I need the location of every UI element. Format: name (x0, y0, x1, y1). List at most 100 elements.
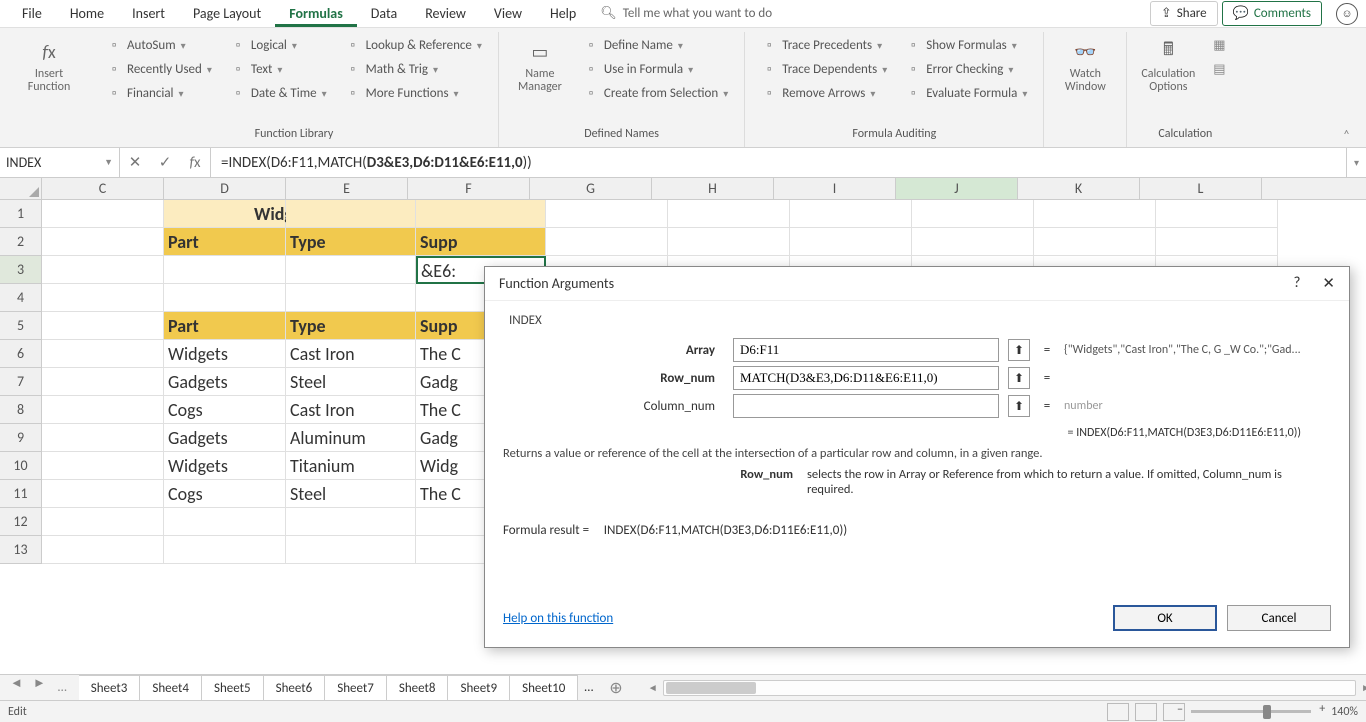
col-header-D[interactable]: D (164, 178, 286, 199)
menu-tab-data[interactable]: Data (357, 1, 411, 27)
cell-I1[interactable] (790, 200, 912, 228)
cell-E6[interactable]: Cast Iron (286, 340, 416, 368)
calc-sheet-button[interactable]: ▤ (1205, 58, 1233, 80)
col-header-C[interactable]: C (42, 178, 164, 199)
sheet-tab-sheet9[interactable]: Sheet9 (448, 675, 510, 700)
cell-E4[interactable] (286, 284, 416, 312)
range-select-icon[interactable]: ⬆ (1008, 395, 1030, 417)
sheet-tab-sheet8[interactable]: Sheet8 (387, 675, 449, 700)
insert-function-button[interactable]: fx Insert Function (18, 34, 80, 127)
page-layout-view-icon[interactable] (1135, 703, 1157, 721)
row-header-10[interactable]: 10 (0, 452, 42, 480)
row-header-4[interactable]: 4 (0, 284, 42, 312)
cell-E5[interactable]: Type (286, 312, 416, 340)
row-header-9[interactable]: 9 (0, 424, 42, 452)
name-box-dropdown-icon[interactable]: ▼ (104, 157, 113, 168)
cell-C4[interactable] (42, 284, 164, 312)
row-header-12[interactable]: 12 (0, 508, 42, 536)
scrollbar-thumb[interactable] (666, 682, 756, 694)
cell-K1[interactable] (1034, 200, 1156, 228)
ribbon-evaluate-formula-button[interactable]: ▫Evaluate Formula (899, 82, 1033, 104)
cell-H2[interactable] (668, 228, 790, 256)
cell-D7[interactable]: Gadgets (164, 368, 286, 396)
cell-E7[interactable]: Steel (286, 368, 416, 396)
row-header-5[interactable]: 5 (0, 312, 42, 340)
ribbon-financial-button[interactable]: ▫Financial (100, 82, 218, 104)
ribbon-logical-button[interactable]: ▫Logical (224, 34, 333, 56)
share-button[interactable]: ⇪ Share (1150, 1, 1218, 26)
menu-tab-help[interactable]: Help (536, 1, 590, 27)
sheet-tab-sheet5[interactable]: Sheet5 (202, 675, 264, 700)
ribbon-remove-arrows-button[interactable]: ▫Remove Arrows (755, 82, 893, 104)
cell-C9[interactable] (42, 424, 164, 452)
cell-C12[interactable] (42, 508, 164, 536)
cell-C7[interactable] (42, 368, 164, 396)
col-header-G[interactable]: G (530, 178, 652, 199)
cell-D8[interactable]: Cogs (164, 396, 286, 424)
cell-E1[interactable] (286, 200, 416, 228)
horizontal-scrollbar[interactable] (663, 680, 1356, 696)
cell-C3[interactable] (42, 256, 164, 284)
row-header-13[interactable]: 13 (0, 536, 42, 564)
cell-D11[interactable]: Cogs (164, 480, 286, 508)
help-link[interactable]: Help on this function (503, 611, 613, 626)
cell-E10[interactable]: Titanium (286, 452, 416, 480)
cell-C13[interactable] (42, 536, 164, 564)
zoom-level[interactable]: 140% (1331, 705, 1358, 719)
arg-input-array[interactable] (733, 338, 999, 362)
col-header-F[interactable]: F (408, 178, 530, 199)
ribbon-math-trig-button[interactable]: ▫Math & Trig (339, 58, 488, 80)
ribbon-trace-precedents-button[interactable]: ▫Trace Precedents (755, 34, 893, 56)
cell-E13[interactable] (286, 536, 416, 564)
collapse-ribbon-icon[interactable]: ˄ (1335, 124, 1358, 147)
cell-E12[interactable] (286, 508, 416, 536)
ribbon-create-from-selection-button[interactable]: ▫Create from Selection (577, 82, 734, 104)
cell-J1[interactable] (912, 200, 1034, 228)
ribbon-text-button[interactable]: ▫Text (224, 58, 333, 80)
cell-D9[interactable]: Gadgets (164, 424, 286, 452)
menu-tab-page-layout[interactable]: Page Layout (179, 1, 275, 27)
row-header-7[interactable]: 7 (0, 368, 42, 396)
menu-tab-home[interactable]: Home (56, 1, 118, 27)
zoom-thumb[interactable] (1263, 705, 1271, 719)
cell-F2[interactable]: Supp (416, 228, 546, 256)
cell-D6[interactable]: Widgets (164, 340, 286, 368)
cell-G2[interactable] (546, 228, 668, 256)
sheet-tab-sheet7[interactable]: Sheet7 (325, 675, 387, 700)
cell-E9[interactable]: Aluminum (286, 424, 416, 452)
cell-K2[interactable] (1034, 228, 1156, 256)
ribbon-trace-dependents-button[interactable]: ▫Trace Dependents (755, 58, 893, 80)
sheet-tab-sheet6[interactable]: Sheet6 (264, 675, 326, 700)
accept-formula-icon[interactable]: ✓ (150, 153, 180, 172)
cell-D12[interactable] (164, 508, 286, 536)
watch-window-button[interactable]: 👓 Watch Window (1054, 34, 1116, 127)
cell-F1[interactable] (416, 200, 546, 228)
zoom-slider[interactable] (1191, 710, 1311, 713)
menu-tab-insert[interactable]: Insert (118, 1, 179, 27)
sheet-tab-sheet4[interactable]: Sheet4 (140, 675, 202, 700)
sheet-nav-next-icon[interactable]: ► (29, 675, 50, 701)
sheet-nav-prev-icon[interactable]: ◄ (6, 675, 27, 701)
ribbon-show-formulas-button[interactable]: ▫Show Formulas (899, 34, 1033, 56)
comments-button[interactable]: 💬 Comments (1222, 1, 1322, 26)
arg-input-row_num[interactable] (733, 366, 999, 390)
sheet-tab-sheet10[interactable]: Sheet10 (510, 675, 578, 700)
menu-tab-review[interactable]: Review (411, 1, 480, 27)
arg-input-column_num[interactable] (733, 394, 999, 418)
formula-input[interactable]: =INDEX(D6:F11,MATCH(D3&E3,D6:D11&E6:E11,… (211, 148, 1346, 177)
cancel-formula-icon[interactable]: ✕ (120, 153, 150, 172)
calc-options-button[interactable]: 🖩 Calculation Options (1137, 34, 1199, 127)
expand-formula-bar-icon[interactable]: ▾ (1346, 148, 1366, 177)
cell-D5[interactable]: Part (164, 312, 286, 340)
cell-E8[interactable]: Cast Iron (286, 396, 416, 424)
cell-C1[interactable] (42, 200, 164, 228)
ribbon-recently-used-button[interactable]: ▫Recently Used (100, 58, 218, 80)
dialog-titlebar[interactable]: Function Arguments ? ✕ (485, 267, 1349, 301)
cell-G1[interactable] (546, 200, 668, 228)
menu-tab-file[interactable]: File (8, 1, 56, 27)
ribbon-lookup-reference-button[interactable]: ▫Lookup & Reference (339, 34, 488, 56)
ribbon-error-checking-button[interactable]: ▫Error Checking (899, 58, 1033, 80)
fx-bar-icon[interactable]: fx (180, 154, 210, 172)
cell-H1[interactable] (668, 200, 790, 228)
cell-E3[interactable] (286, 256, 416, 284)
